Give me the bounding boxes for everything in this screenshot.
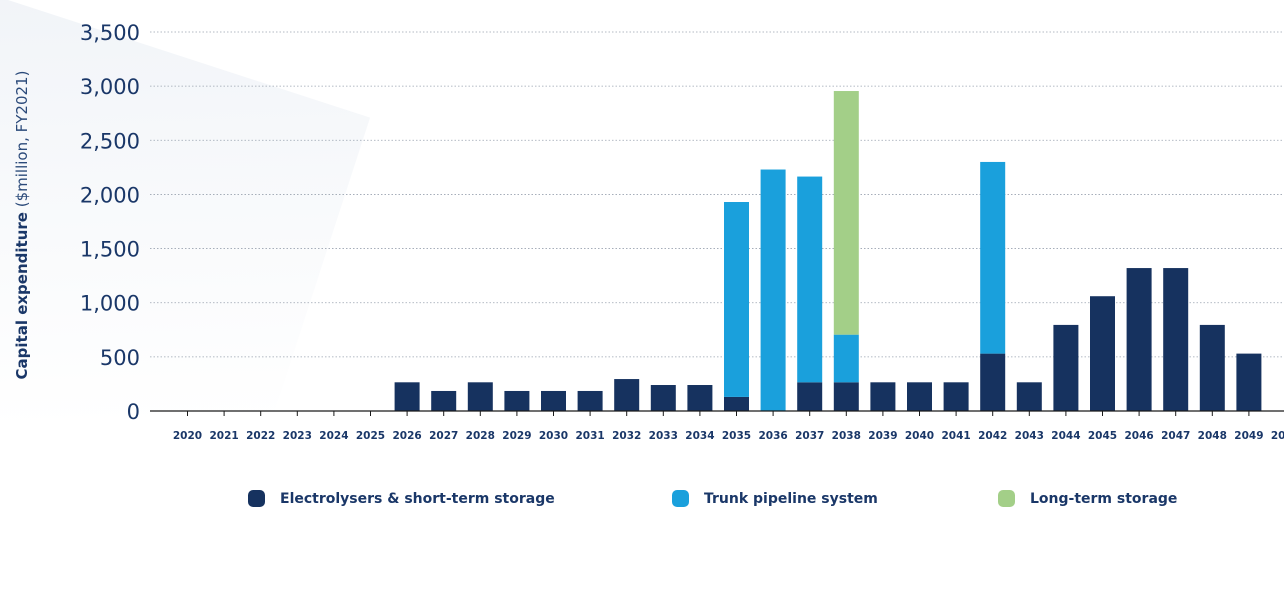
y-tick-label: 1,000 xyxy=(80,292,140,316)
y-tick-label: 3,000 xyxy=(80,75,140,99)
y-tick-label: 500 xyxy=(100,346,140,370)
bar-segment xyxy=(907,382,932,411)
bar-segment xyxy=(833,382,859,411)
bar-segment xyxy=(833,334,859,383)
x-tick-label: 2036 xyxy=(758,430,787,442)
y-tick-label: 3,500 xyxy=(80,21,140,45)
x-tick-label: 2030 xyxy=(539,430,568,442)
bar-segment xyxy=(1126,268,1152,411)
capex-bar-chart: 0 500 1,000 1,500 2,000 2,500 3,000 3,500 2020 20… xyxy=(80,21,1284,442)
x-tick-label: 2042 xyxy=(978,430,1007,442)
x-tick-label: 2048 xyxy=(1198,430,1227,442)
bar-segment xyxy=(980,161,1006,354)
legend-swatch-electrolysers xyxy=(248,490,265,507)
x-tick-label: 2027 xyxy=(429,430,458,442)
bar-segment xyxy=(467,382,493,411)
bar-segment xyxy=(431,390,457,411)
x-tick-label: 2046 xyxy=(1124,430,1153,442)
x-tick-label: 2035 xyxy=(722,430,751,442)
y-tick-label: 2,500 xyxy=(80,129,140,153)
x-tick-label: 2020 xyxy=(173,430,202,442)
x-tick-label: 2028 xyxy=(466,430,495,442)
legend-label-long-term-storage: Long-term storage xyxy=(1030,490,1178,507)
bar-segment xyxy=(1090,296,1115,411)
x-tick-label: 2024 xyxy=(319,430,348,442)
x-tick-label: 2037 xyxy=(795,430,824,442)
legend-label-electrolysers: Electrolysers & short-term storage xyxy=(280,490,555,507)
bar-segment xyxy=(650,385,676,411)
x-tick-label: 2029 xyxy=(502,430,531,442)
bar-segment xyxy=(870,382,896,411)
y-tick-label: 1,500 xyxy=(80,238,140,262)
legend-swatch-trunk-pipeline xyxy=(672,490,689,507)
bar-segment xyxy=(1053,324,1079,411)
x-tick-label: 2039 xyxy=(868,430,897,442)
x-tick-label: 2045 xyxy=(1088,430,1117,442)
bar-segment xyxy=(541,390,566,411)
bar-segment xyxy=(1016,382,1042,411)
bar-segment xyxy=(687,385,713,411)
x-tick-label: 2022 xyxy=(246,430,275,442)
x-tick-label: 2050 xyxy=(1271,430,1284,442)
bar-segment xyxy=(760,169,786,411)
bar-segment xyxy=(797,382,823,411)
y-tick-label: 0 xyxy=(127,400,140,424)
chart-legend: Electrolysers & short-term storage Trunk… xyxy=(0,490,1284,512)
x-tick-label: 2041 xyxy=(941,430,970,442)
x-tick-label: 2044 xyxy=(1051,430,1080,442)
x-tick-label: 2043 xyxy=(1015,430,1044,442)
bar-segment xyxy=(577,390,603,411)
bar-segment xyxy=(1199,324,1225,411)
x-tick-label: 2026 xyxy=(392,430,421,442)
bar-segment xyxy=(724,202,749,397)
bar-segment xyxy=(724,396,749,411)
legend-item-trunk-pipeline: Trunk pipeline system xyxy=(672,490,878,507)
legend-label-trunk-pipeline: Trunk pipeline system xyxy=(704,490,878,507)
bar-segment xyxy=(394,382,420,411)
x-tick-label: 2049 xyxy=(1234,430,1263,442)
bar-segment xyxy=(943,382,969,411)
x-tick-label: 2038 xyxy=(832,430,861,442)
x-tick-label: 2021 xyxy=(209,430,238,442)
bar-segment xyxy=(833,91,859,335)
bar-segment xyxy=(614,379,640,411)
x-tick-label: 2040 xyxy=(905,430,934,442)
x-tick-label: 2032 xyxy=(612,430,641,442)
bar-segment xyxy=(980,353,1006,411)
legend-item-electrolysers: Electrolysers & short-term storage xyxy=(248,490,555,507)
bar-segment xyxy=(797,176,823,383)
x-tick-label: 2031 xyxy=(575,430,604,442)
y-tick-label: 2,000 xyxy=(80,183,140,207)
x-tick-label: 2047 xyxy=(1161,430,1190,442)
bar-segment xyxy=(1163,268,1189,411)
bar-segment xyxy=(1236,353,1262,411)
bar-segment xyxy=(504,390,530,411)
x-tick-label: 2033 xyxy=(649,430,678,442)
legend-swatch-long-term-storage xyxy=(998,490,1015,507)
legend-item-long-term-storage: Long-term storage xyxy=(998,490,1177,507)
x-tick-label: 2023 xyxy=(283,430,312,442)
x-tick-label: 2025 xyxy=(356,430,385,442)
x-tick-label: 2034 xyxy=(685,430,714,442)
